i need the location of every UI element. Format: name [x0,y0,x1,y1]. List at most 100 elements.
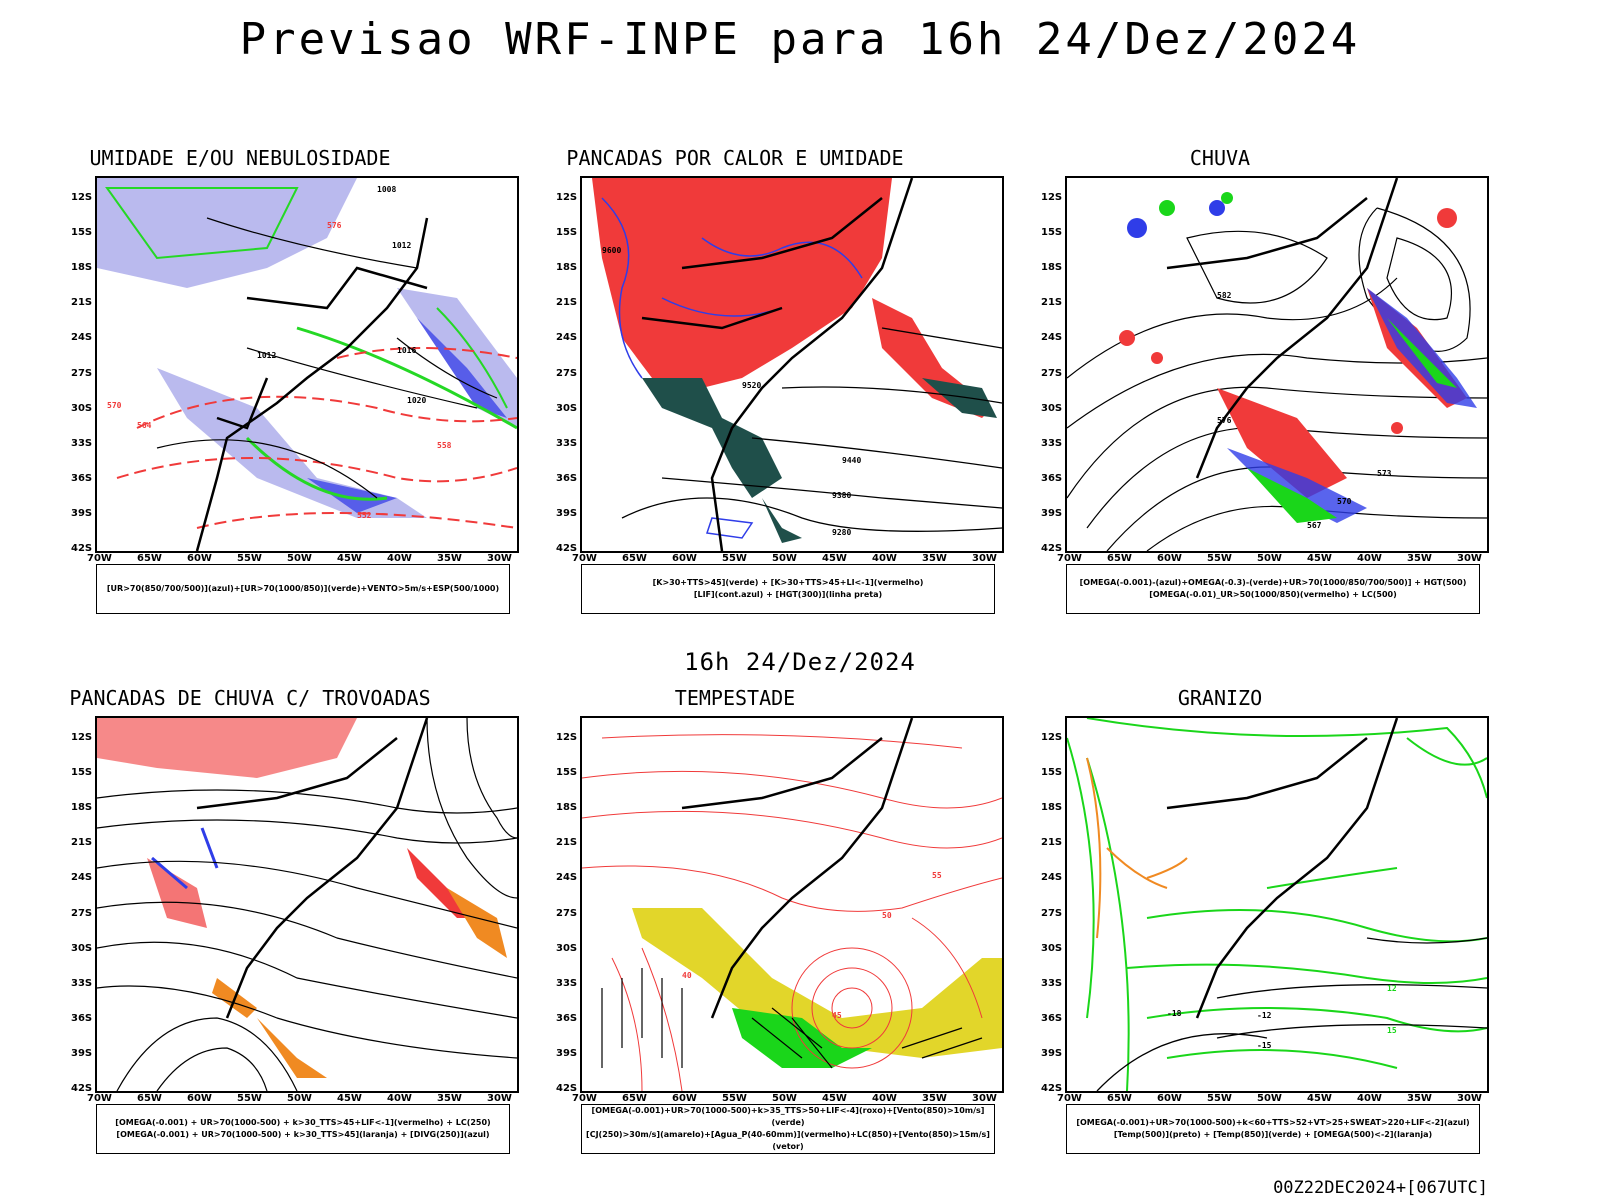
lon-tick-label: 65W [1107,1093,1132,1104]
lat-tick-label: 39S [556,1047,578,1059]
lat-tick-label: 12S [71,732,93,743]
lat-tick-label: 12S [1041,192,1063,203]
lat-tick-label: 12S [556,192,578,203]
lat-tick-label: 12S [556,732,578,743]
contour-label: 50 [882,911,892,920]
lon-tick-label: 35W [922,553,947,564]
lat-tick-label: 33S [1041,977,1063,989]
lon-tick-label: 45W [337,1093,362,1104]
lon-tick-label: 55W [1207,1093,1232,1104]
lat-tick-label: 33S [556,437,578,449]
lon-tick-label: 70W [87,1093,112,1104]
contour-label: 9520 [742,381,761,390]
contour-label: -15 [1257,1041,1272,1050]
lon-tick-label: 35W [1407,1093,1432,1104]
lat-tick-label: 15S [1041,227,1063,239]
lat-tick-label: 18S [556,802,578,814]
lon-tick-label: 30W [1457,1093,1482,1104]
lat-tick-label: 33S [556,977,578,989]
legend: [OMEGA(-0.001) + UR>70(1000-500) + k>30_… [96,1104,510,1154]
contour-label: 576 [327,221,342,230]
lon-tick-label: 40W [387,553,412,564]
lat-tick-label: 39S [71,507,93,519]
lon-tick-label: 55W [722,1093,747,1104]
lat-tick-label: 12S [71,192,93,203]
lat-tick-label: 24S [71,332,93,344]
lat-tick-label: 42S [71,1083,93,1094]
lon-tick-label: 35W [1407,553,1432,564]
contour-label: 15 [1387,1026,1397,1035]
forecast-time-title: 16h 24/Dez/2024 [684,648,916,676]
lat-tick-label: 42S [556,543,578,554]
contour-label: 55 [932,871,942,880]
legend-line: [OMEGA(-0.001) + UR>70(1000-500) + k>30_… [115,1118,491,1127]
legend-line: [LIF](cont.azul) + [HGT(300)](linha pret… [693,590,883,599]
panel-umidade: UMIDADE E/OU NEBULOSIDADE [0,146,519,636]
panel-title: TEMPESTADE [674,686,796,710]
contour-label: 573 [1377,469,1392,478]
lat-tick-label: 30S [556,942,578,954]
contour-label: 12 [1387,984,1397,993]
map-pancadas-calor-graphics: 9600 9520 9440 9380 9280 [592,178,1002,551]
lat-tick-label: 36S [1041,472,1063,484]
map-granizo-graphics: -12 -15 -18 12 15 [1067,718,1487,1091]
lat-tick-label: 36S [71,1012,93,1024]
lat-tick-label: 39S [1041,507,1063,519]
lon-tick-label: 70W [572,553,597,564]
legend-line: [OMEGA(-0.001)+UR>70(1000-500)+k>35_TTS>… [591,1106,985,1127]
lat-tick-label: 30S [71,402,93,414]
lat-tick-label: 27S [1041,367,1063,379]
lon-tick-label: 55W [1207,553,1232,564]
contour-label: 1008 [377,185,396,194]
legend-line: [OMEGA(-0.001)+UR>70(1000-500)+k<60+TTS>… [1076,1118,1470,1127]
map-umidade: 1008 1012 1016 1020 1012 576 570 564 558… [95,176,519,553]
lon-tick-label: 60W [672,553,697,564]
lat-tick-label: 15S [1041,767,1063,779]
run-info: 00Z22DEC2024+[067UTC] [1273,1178,1488,1198]
lon-tick-label: 50W [1257,553,1282,564]
lat-tick-label: 30S [1041,942,1063,954]
lon-tick-label: 35W [922,1093,947,1104]
lon-tick-label: 50W [772,553,797,564]
lat-tick-label: 27S [556,367,578,379]
lat-tick-label: 21S [1041,837,1063,849]
legend: [OMEGA(-0.001)+UR>70(1000-500)+k>35_TTS>… [581,1104,995,1154]
contour-label: 567 [1307,521,1322,530]
legend-line: [OMEGA(-0.001) + UR>70(1000-500) + k>30_… [116,1130,490,1139]
contour-label: 45 [832,1011,842,1020]
lat-tick-label: 39S [1041,1047,1063,1059]
panel-title: UMIDADE E/OU NEBULOSIDADE [89,146,391,170]
legend-line: [CJ(250)>30m/s](amarelo)+[Agua_P(40-60mm… [586,1130,990,1151]
panel-granizo: GRANIZO [970,686,1489,1176]
contour-label: 9600 [602,246,621,255]
lat-tick-label: 36S [556,1012,578,1024]
lon-tick-label: 60W [1157,553,1182,564]
legend-line: [OMEGA(-0.001)-(azul)+OMEGA(-0.3)-(verde… [1079,578,1467,587]
panel-title: PANCADAS POR CALOR E UMIDADE [566,146,904,170]
lat-tick-label: 36S [71,472,93,484]
lat-tick-label: 36S [556,472,578,484]
lon-tick-label: 65W [1107,553,1132,564]
lat-tick-label: 24S [1041,332,1063,344]
lat-tick-label: 33S [71,977,93,989]
lat-tick-label: 42S [556,1083,578,1094]
map-umidade-graphics: 1008 1012 1016 1020 1012 576 570 564 558… [97,178,517,551]
contour-label: 570 [107,401,122,410]
contour-label: 9380 [832,491,851,500]
lat-tick-label: 33S [71,437,93,449]
lat-tick-label: 24S [71,872,93,884]
map-trovoadas [95,716,519,1093]
lon-tick-label: 40W [1357,553,1382,564]
lon-tick-label: 50W [1257,1093,1282,1104]
lat-tick-label: 21S [556,297,578,309]
legend-line: [OMEGA(-0.01)_UR>50(1000/850)(vermelho) … [1149,590,1397,599]
map-granizo: -12 -15 -18 12 15 [1065,716,1489,1093]
lat-tick-label: 39S [71,1047,93,1059]
lat-tick-label: 21S [1041,297,1063,309]
legend-line: [Temp(500)](preto) + [Temp(850)](verde) … [1113,1130,1433,1139]
lon-tick-label: 45W [337,553,362,564]
panel-chuva: CHUVA [970,146,1489,636]
lat-tick-label: 27S [71,907,93,919]
lon-tick-label: 70W [1057,1093,1082,1104]
lat-tick-label: 15S [556,767,578,779]
